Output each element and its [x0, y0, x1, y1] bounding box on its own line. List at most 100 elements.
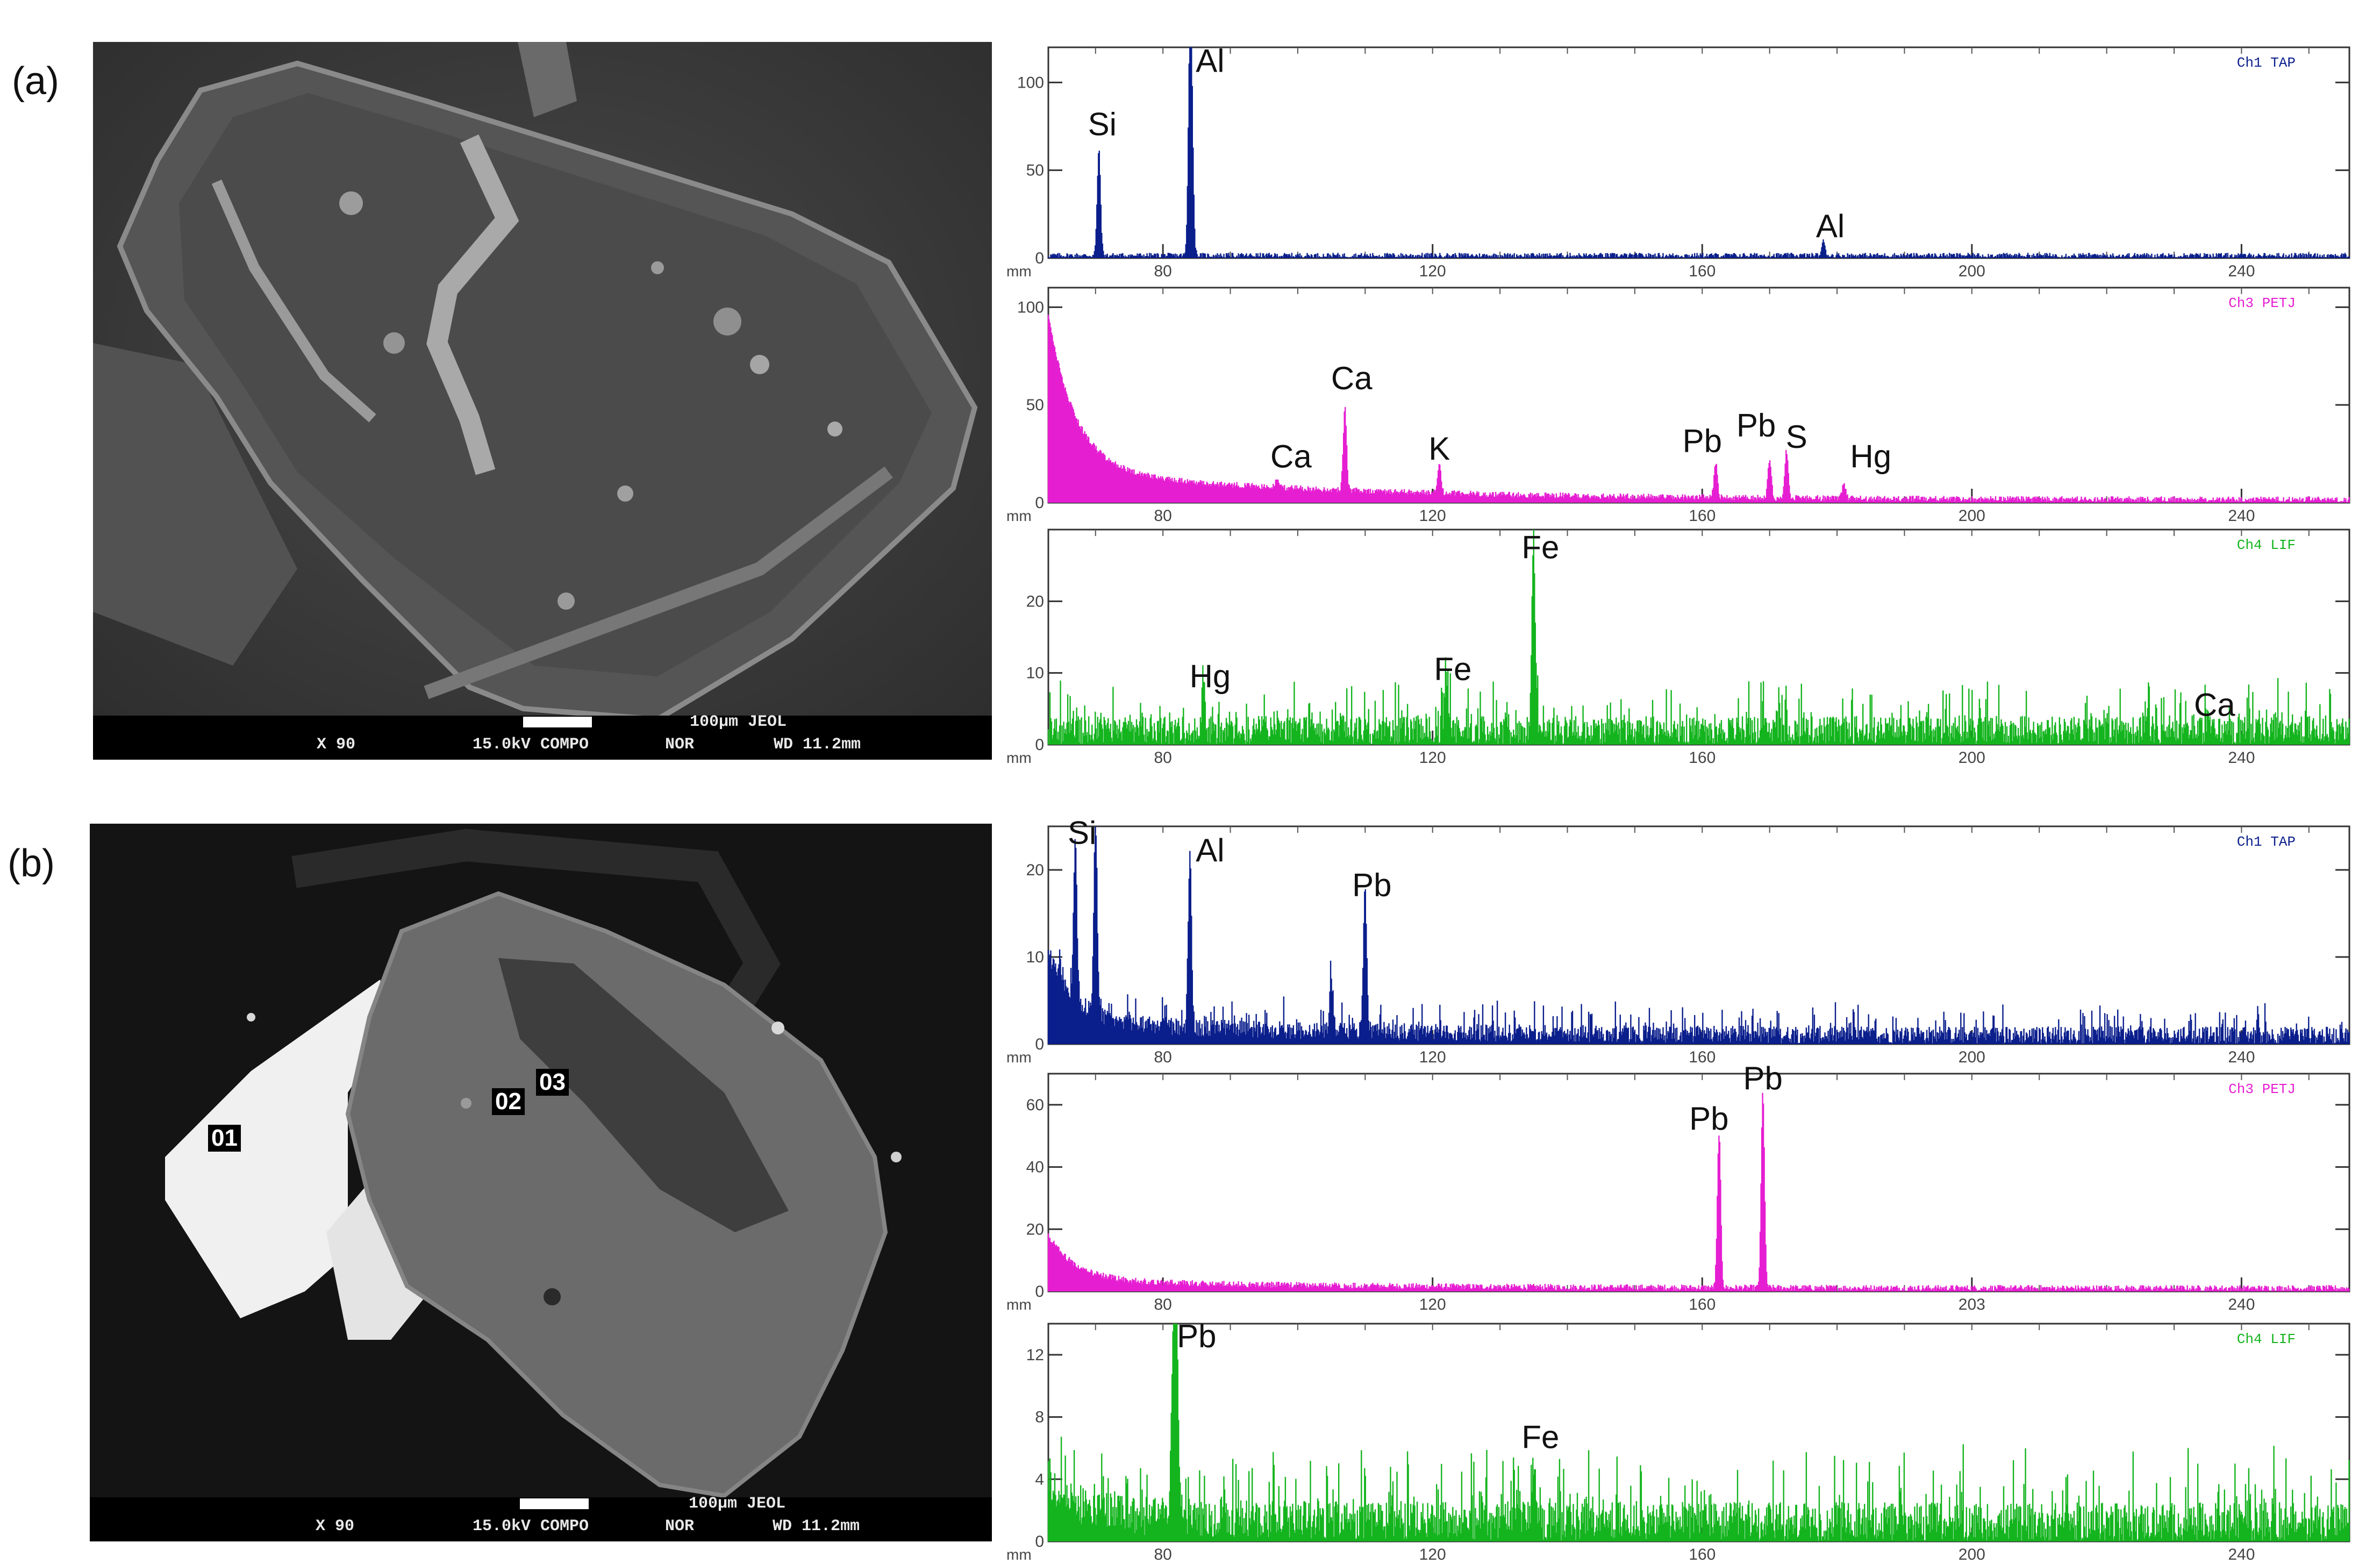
peak-annotation: Pb: [1683, 423, 1722, 459]
x-tick-label: 120: [1419, 1048, 1446, 1066]
peak-annotation: K: [1428, 431, 1450, 467]
panel-label-a: (a): [12, 60, 59, 103]
sem-wd-a: WD 11.2mm: [774, 735, 861, 754]
y-tick-label: 60: [1026, 1096, 1044, 1114]
peak-annotation: Si: [1068, 815, 1096, 851]
x-tick-label: 240: [2228, 749, 2255, 767]
y-tick-label: 0: [1035, 1533, 1044, 1551]
spectrum-chart-2: 80 120 160 200 240 mm0 50 100 Ch3 PETJ Ca Ca K Pb Pb S…: [1006, 287, 2350, 525]
point-label-03: 03: [536, 1069, 569, 1096]
channel-label: Ch1 TAP: [2237, 834, 2296, 850]
y-tick-label: 100: [1017, 74, 1044, 91]
x-unit-label: mm: [1006, 263, 1032, 280]
x-tick-label: 120: [1419, 1546, 1446, 1563]
channel-label: Ch3 PETJ: [2228, 295, 2296, 311]
peak-annotation: Ca: [1331, 360, 1373, 396]
y-tick-label: 0: [1035, 736, 1044, 754]
y-tick-label: 12: [1026, 1346, 1044, 1364]
x-tick-label: 120: [1419, 1296, 1446, 1313]
sem-scale-label-a: 100μm JEOL: [690, 713, 787, 731]
peak-annotation: Hg: [1850, 439, 1891, 475]
y-tick-label: 20: [1026, 861, 1044, 879]
x-tick-label: 240: [2228, 1048, 2255, 1066]
spectrum-chart-5: 80 120 160 203 240 mm0 20 40 60 Ch3 PETJ Pb Pb: [1006, 1060, 2350, 1313]
x-unit-label: mm: [1006, 1546, 1032, 1563]
peak-annotation: Fe: [1521, 1419, 1559, 1455]
y-tick-label: 0: [1035, 494, 1044, 512]
sem-image-a-picture: [93, 42, 992, 760]
sem-image-a: 100μm JEOL X 90 15.0kV COMPO NOR WD 11.2…: [93, 42, 992, 760]
x-tick-label: 120: [1419, 507, 1446, 525]
x-tick-label: 80: [1154, 1296, 1171, 1313]
x-tick-label: 240: [2228, 507, 2255, 525]
scale-bar-a: [523, 717, 592, 727]
y-tick-label: 10: [1026, 665, 1044, 682]
sem-voltage-b: 15.0kV COMPO: [473, 1517, 589, 1536]
x-tick-label: 160: [1689, 749, 1716, 767]
spectrum-chart-6: 80 120 160 200 240 mm0 4 8 12 Ch4 LIF Pb Fe: [1006, 1318, 2350, 1563]
spectrum-trace: [1047, 315, 2350, 503]
chart-frame: [1047, 1323, 2350, 1542]
x-tick-label: 120: [1419, 262, 1446, 280]
x-tick-label: 160: [1689, 262, 1716, 280]
panel-label-b: (b): [8, 842, 55, 885]
peak-annotation: Si: [1088, 106, 1117, 142]
y-tick-label: 50: [1026, 162, 1044, 180]
peak-annotation: Al: [1196, 832, 1224, 868]
scale-bar-b: [520, 1498, 589, 1509]
x-tick-label: 200: [1959, 262, 1985, 280]
y-tick-label: 20: [1026, 592, 1044, 610]
x-unit-label: mm: [1006, 1296, 1032, 1313]
x-unit-label: mm: [1006, 749, 1032, 766]
spectrum-trace: [1047, 1324, 2350, 1541]
peak-annotation: Pb: [1689, 1101, 1728, 1137]
peak-annotation: Al: [1196, 43, 1224, 79]
x-tick-label: 160: [1689, 1296, 1716, 1313]
sem-mode-b: NOR: [665, 1517, 695, 1536]
chart-frame: [1047, 1073, 2350, 1292]
y-tick-label: 40: [1026, 1159, 1044, 1176]
spectrum-trace: [1047, 1092, 2350, 1291]
y-tick-label: 20: [1026, 1220, 1044, 1238]
x-tick-label: 160: [1689, 1546, 1716, 1563]
y-tick-label: 0: [1035, 249, 1044, 267]
sem-mode-a: NOR: [665, 735, 695, 754]
chart-frame: [1047, 825, 2350, 1045]
peak-annotation: S: [1786, 419, 1807, 455]
y-tick-label: 0: [1035, 1283, 1044, 1301]
spectrum-chart-4: 80 120 160 200 240 mm0 10 20 Ch1 TAP Si Al Pb: [1006, 815, 2350, 1066]
sem-magnification-b: X 90: [316, 1517, 355, 1536]
chart-frame: [1047, 287, 2350, 504]
sem-magnification-a: X 90: [317, 735, 356, 754]
spectrum-chart-1: 80 120 160 200 240 mm0 50 100 Ch1 TAP Si Al Al: [1006, 43, 2350, 280]
channel-label: Ch1 TAP: [2237, 55, 2296, 71]
spectrum-trace: [1047, 530, 2350, 745]
x-tick-label: 203: [1959, 1296, 1985, 1313]
x-tick-label: 200: [1959, 1048, 1985, 1066]
peak-annotation: Fe: [1434, 651, 1471, 687]
x-tick-label: 200: [1959, 1546, 1985, 1563]
x-tick-label: 200: [1959, 749, 1985, 767]
x-tick-label: 80: [1154, 507, 1171, 525]
peak-annotation: Hg: [1190, 658, 1231, 694]
peak-annotation: Fe: [1521, 529, 1559, 565]
chart-frame: [1047, 529, 2350, 746]
x-tick-label: 240: [2228, 1546, 2255, 1563]
chart-frame: [1047, 46, 2350, 259]
peak-annotation: Ca: [1270, 439, 1312, 475]
sem-image-b: 01 02 03 100μm JEOL X 90 15.0kV COMPO NO…: [90, 824, 992, 1541]
y-tick-label: 100: [1017, 298, 1044, 316]
x-tick-label: 80: [1154, 1048, 1171, 1066]
sem-image-b-picture: [90, 824, 992, 1541]
x-unit-label: mm: [1006, 1049, 1032, 1066]
x-tick-label: 240: [2228, 262, 2255, 280]
point-label-02: 02: [492, 1088, 525, 1115]
peak-annotation: Ca: [2194, 687, 2235, 723]
x-tick-label: 160: [1689, 507, 1716, 525]
y-tick-label: 50: [1026, 396, 1044, 414]
channel-label: Ch3 PETJ: [2228, 1081, 2296, 1097]
spectrum-chart-3: 80 120 160 200 240 mm0 10 20 Ch4 LIF Fe Fe Hg Ca: [1006, 529, 2350, 767]
y-tick-label: 4: [1035, 1470, 1044, 1488]
x-tick-label: 160: [1689, 1048, 1716, 1066]
x-tick-label: 240: [2228, 1296, 2255, 1313]
